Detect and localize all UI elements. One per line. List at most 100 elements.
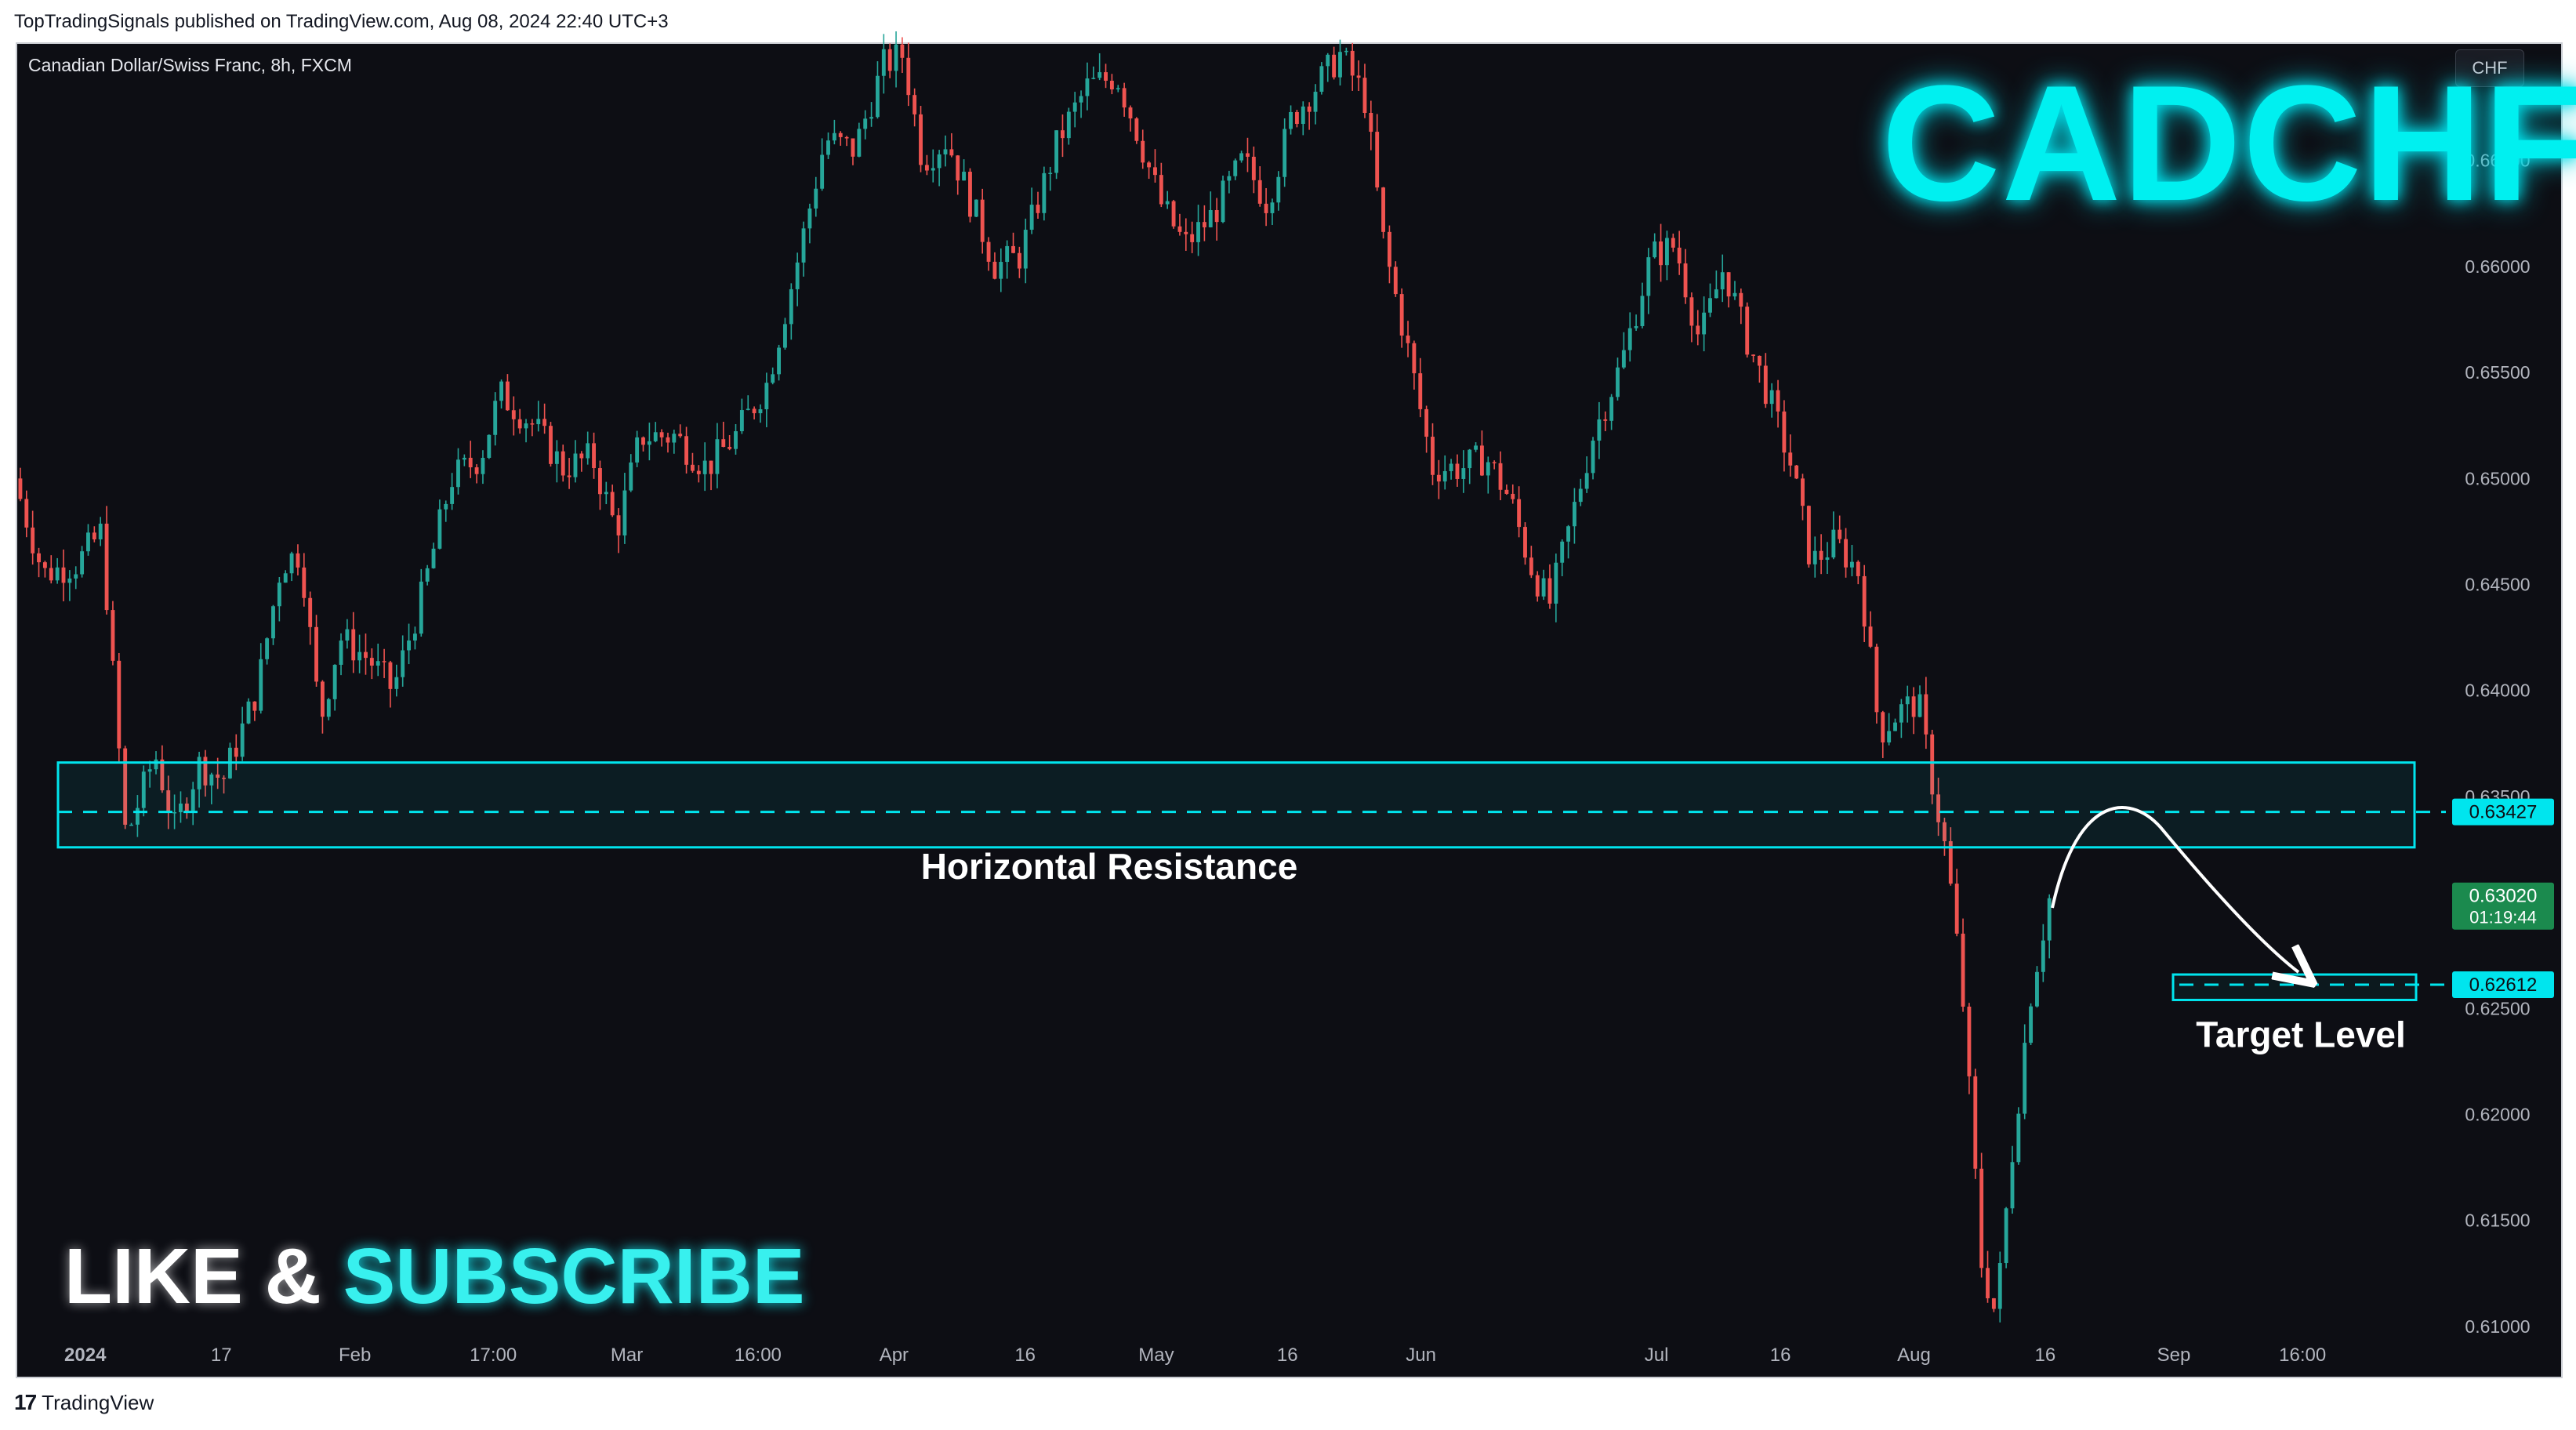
like-text: LIKE & <box>64 1232 321 1320</box>
candle-body <box>1202 222 1206 227</box>
candle-body <box>881 49 886 76</box>
target-label: Target Level <box>2196 1014 2406 1054</box>
candle-body <box>1085 78 1090 96</box>
candle-body <box>123 748 128 825</box>
candle-body <box>1511 493 1515 499</box>
price-tick-label: 0.64500 <box>2465 575 2530 595</box>
resistance-zone-box <box>56 761 2416 849</box>
candle-body <box>758 409 763 414</box>
price-tick-label: 0.64000 <box>2465 681 2530 701</box>
candle-body <box>1769 390 1774 405</box>
candle-body <box>141 771 146 808</box>
tradingview-logo[interactable]: 17 TradingView <box>14 1390 154 1415</box>
candle-body <box>1578 488 1583 503</box>
candle-body <box>1517 499 1522 528</box>
time-tick-label: May <box>1138 1345 1174 1366</box>
candle-body <box>1165 201 1170 205</box>
candle-body <box>1788 452 1793 466</box>
time-tick-label: 2024 <box>64 1345 107 1366</box>
candle-body <box>111 610 115 661</box>
candle-body <box>869 117 874 119</box>
candle-body <box>1591 441 1595 474</box>
candle-body <box>517 419 522 429</box>
chart-frame[interactable] <box>16 42 2563 1378</box>
candle-body <box>1239 153 1244 161</box>
candle-body <box>419 581 423 634</box>
like-subscribe-banner: LIKE & SUBSCRIBE <box>64 1237 805 1316</box>
candle-body <box>1776 390 1780 412</box>
candle-body <box>554 451 559 464</box>
candle-body <box>1664 238 1669 266</box>
candle-body <box>1276 176 1281 203</box>
candle-body <box>18 478 23 499</box>
candle-body <box>364 651 368 659</box>
candle-body <box>912 95 917 114</box>
candle-body <box>1911 696 1916 717</box>
candle-body <box>308 597 313 627</box>
time-tick-label: Jul <box>1645 1345 1669 1366</box>
candle-body <box>1177 226 1182 232</box>
candle-body <box>1017 252 1021 269</box>
candle-body <box>92 532 96 539</box>
candle-body <box>1005 245 1010 263</box>
candle-body <box>1227 176 1232 181</box>
candle-body <box>814 188 818 209</box>
symbol-title[interactable]: Canadian Dollar/Swiss Franc, 8h, FXCM <box>28 55 352 75</box>
candle-body <box>345 629 350 641</box>
candle-body <box>86 532 90 552</box>
candle-body <box>179 803 183 813</box>
candle-body <box>98 523 103 539</box>
candle-body <box>1739 292 1743 307</box>
candle-body <box>1104 72 1108 81</box>
candle-body <box>1221 180 1225 223</box>
candle-body <box>271 606 275 639</box>
candle-body <box>678 434 683 437</box>
candle-body <box>1997 1263 2002 1309</box>
price-tick-label: 0.61000 <box>2465 1316 2530 1337</box>
price-tick-label: 0.66500 <box>2465 151 2530 171</box>
candle-body <box>746 408 750 411</box>
candle-body <box>42 562 47 568</box>
candle-body <box>1917 694 1922 717</box>
candle-body <box>1061 130 1065 139</box>
currency-button[interactable]: CHF <box>2455 49 2524 87</box>
candle-body <box>1627 328 1632 350</box>
candle-body <box>820 154 825 189</box>
candle-body <box>394 677 399 689</box>
time-tick-label: Jun <box>1406 1345 1436 1366</box>
candle-body <box>1431 437 1435 475</box>
candle-body <box>55 567 60 581</box>
time-axis[interactable]: 2024 17 Feb 17:00 Mar 16:00 Apr 16 May 16 Jun Jul 16… <box>64 1345 2326 1366</box>
candle-body <box>949 149 954 156</box>
candle-body <box>172 812 177 814</box>
candle-body <box>635 437 640 463</box>
candle-body <box>1048 172 1053 175</box>
time-tick-label: 16 <box>1770 1345 1791 1366</box>
price-axis[interactable]: 0.66500 0.66000 0.65500 0.65000 0.64500 0.640… <box>2452 151 2554 1337</box>
candle-body <box>1683 263 1688 298</box>
candle-body <box>1128 107 1133 119</box>
candle-body <box>1758 355 1761 366</box>
candle-body <box>234 747 238 757</box>
candle-body <box>857 129 862 157</box>
candle-body <box>339 641 343 665</box>
candle-body <box>1838 529 1842 539</box>
time-tick-label: Feb <box>339 1345 371 1366</box>
candle-body <box>2004 1208 2008 1264</box>
candle-body <box>1326 54 1330 67</box>
candle-body <box>1881 712 1885 742</box>
candle-body <box>1029 205 1034 230</box>
candle-body <box>1406 335 1410 343</box>
candle-body <box>919 114 923 165</box>
candle-body <box>1671 238 1675 248</box>
current-price-badge-value: 0.63020 <box>2469 886 2538 907</box>
candle-body <box>1547 578 1552 604</box>
target-zone-box <box>2171 973 2418 1001</box>
candle-body <box>715 439 720 474</box>
candle-body <box>203 757 208 786</box>
time-tick-label: 17 <box>211 1345 232 1366</box>
candle-body <box>240 723 245 757</box>
time-tick-label: 17:00 <box>470 1345 517 1366</box>
candle-body <box>943 149 948 154</box>
